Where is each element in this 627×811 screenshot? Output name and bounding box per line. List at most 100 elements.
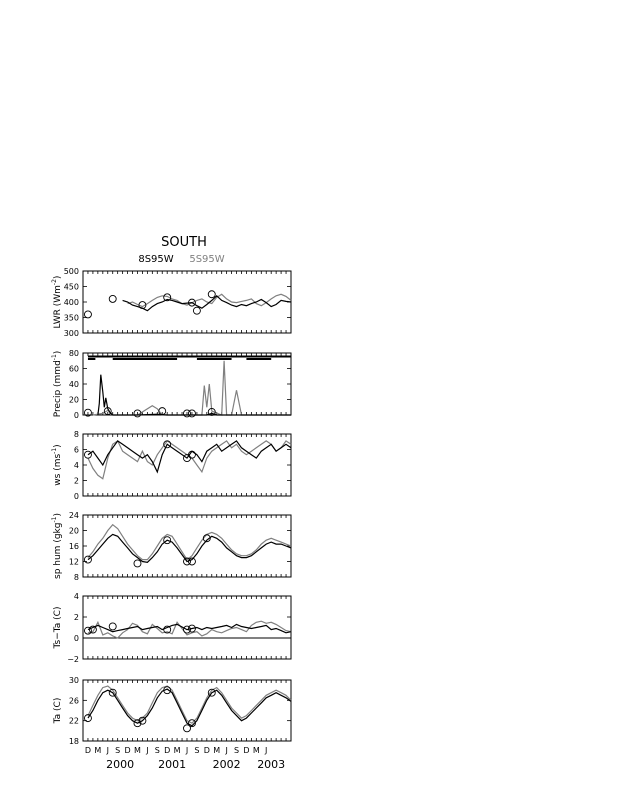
y-tick-label: 18 xyxy=(69,737,79,746)
y-tick-label: 60 xyxy=(69,365,79,374)
month-label: J xyxy=(264,746,267,755)
data-marker xyxy=(103,407,112,416)
data-marker xyxy=(108,294,117,303)
y-tick-label: 80 xyxy=(69,349,79,358)
data-marker xyxy=(188,409,196,418)
series-line-8S95W xyxy=(87,533,292,563)
data-marker xyxy=(158,407,167,416)
y-tick-label: 500 xyxy=(64,267,79,276)
series-line-5S95W xyxy=(92,360,291,416)
panel-sphum: 8 12 16 20 24 sp hum (gkg-1) xyxy=(51,511,292,582)
y-axis-label: Precip (mmd-1) xyxy=(51,351,63,418)
y-tick-label: 450 xyxy=(64,283,79,292)
month-label: S xyxy=(115,746,120,755)
figure-title: SOUTH xyxy=(161,235,207,250)
data-marker xyxy=(108,622,117,631)
data-marker xyxy=(84,310,92,319)
y-tick-label: 30 xyxy=(69,676,79,685)
y-tick-label: 8 xyxy=(74,573,79,582)
y-tick-label: 0 xyxy=(74,492,79,501)
data-marker xyxy=(163,536,172,545)
panel-frame xyxy=(82,595,292,660)
series-line-8S95W xyxy=(97,374,291,416)
year-label: 2001 xyxy=(158,758,186,771)
data-marker xyxy=(138,716,147,725)
y-tick-label: 0 xyxy=(74,634,79,643)
panel-ws: 0 2 4 6 8 ws (ms-1) xyxy=(51,430,292,501)
data-marker xyxy=(188,450,196,459)
month-label: D xyxy=(85,746,91,755)
month-label: M xyxy=(134,746,141,755)
series-line-8S95W xyxy=(87,623,292,634)
series-line-8S95W xyxy=(87,440,292,474)
y-tick-label: 350 xyxy=(64,314,79,323)
data-marker xyxy=(133,719,142,728)
y-tick-label: 16 xyxy=(69,542,79,551)
month-label: J xyxy=(185,746,188,755)
series-line-5S95W xyxy=(87,523,292,561)
month-label: M xyxy=(213,746,220,755)
data-marker xyxy=(84,714,92,723)
y-tick-label: 20 xyxy=(69,396,79,405)
y-tick-label: 2 xyxy=(74,613,79,622)
month-label: M xyxy=(174,746,181,755)
y-tick-label: 0 xyxy=(74,411,79,420)
legend-station-black: 8S95W xyxy=(138,254,173,265)
month-label: S xyxy=(155,746,160,755)
series-line-8S95W xyxy=(122,294,292,312)
y-tick-label: −2 xyxy=(67,655,79,664)
series-line-5S95W xyxy=(87,440,292,480)
year-label: 2003 xyxy=(257,758,285,771)
month-label: M xyxy=(94,746,101,755)
y-axis-label: ws (ms-1) xyxy=(51,444,63,485)
month-label: S xyxy=(234,746,239,755)
data-marker xyxy=(133,409,142,418)
y-axis-label: sp hum (gkg-1) xyxy=(51,513,63,579)
y-tick-label: 24 xyxy=(69,511,79,520)
legend-station-gray: 5S95W xyxy=(189,254,224,265)
year-label: 2000 xyxy=(106,758,134,771)
series-line-5S95W xyxy=(87,620,292,639)
data-marker xyxy=(192,306,201,315)
data-marker xyxy=(163,686,172,695)
data-marker xyxy=(188,557,196,566)
y-axis-label: Ts−Ta (C) xyxy=(53,607,63,650)
y-tick-label: 20 xyxy=(69,527,79,536)
data-marker xyxy=(183,409,191,418)
data-marker xyxy=(163,293,172,302)
data-marker xyxy=(84,408,92,417)
y-tick-label: 40 xyxy=(69,380,79,389)
month-label: J xyxy=(106,746,109,755)
year-label: 2002 xyxy=(213,758,241,771)
data-marker xyxy=(188,624,196,633)
data-marker xyxy=(84,626,92,635)
data-marker xyxy=(188,298,196,307)
month-label: D xyxy=(164,746,170,755)
panel-precip: 0 20 40 60 80 Precip (mmd-1) xyxy=(51,349,292,420)
panel-frame xyxy=(82,352,292,416)
data-marker xyxy=(202,534,211,543)
data-marker xyxy=(183,625,191,634)
data-marker xyxy=(183,557,191,566)
y-tick-label: 6 xyxy=(74,446,79,455)
y-tick-label: 2 xyxy=(74,477,79,486)
series-line-8S95W xyxy=(87,688,292,727)
month-label: J xyxy=(224,746,227,755)
data-marker xyxy=(188,719,196,728)
y-tick-label: 300 xyxy=(64,329,79,338)
panel-ta: 18 22 26 30 Ta (C) xyxy=(53,676,292,746)
data-marker xyxy=(133,559,142,568)
y-axis-label: LWR (Wm-2) xyxy=(51,276,63,329)
data-marker xyxy=(84,555,92,564)
y-tick-label: 22 xyxy=(69,717,79,726)
series-line-5S95W xyxy=(127,293,292,308)
y-tick-label: 4 xyxy=(74,592,79,601)
month-label: D xyxy=(243,746,249,755)
y-axis-label: Ta (C) xyxy=(53,698,63,725)
data-marker xyxy=(108,688,117,697)
y-tick-label: 400 xyxy=(64,298,79,307)
